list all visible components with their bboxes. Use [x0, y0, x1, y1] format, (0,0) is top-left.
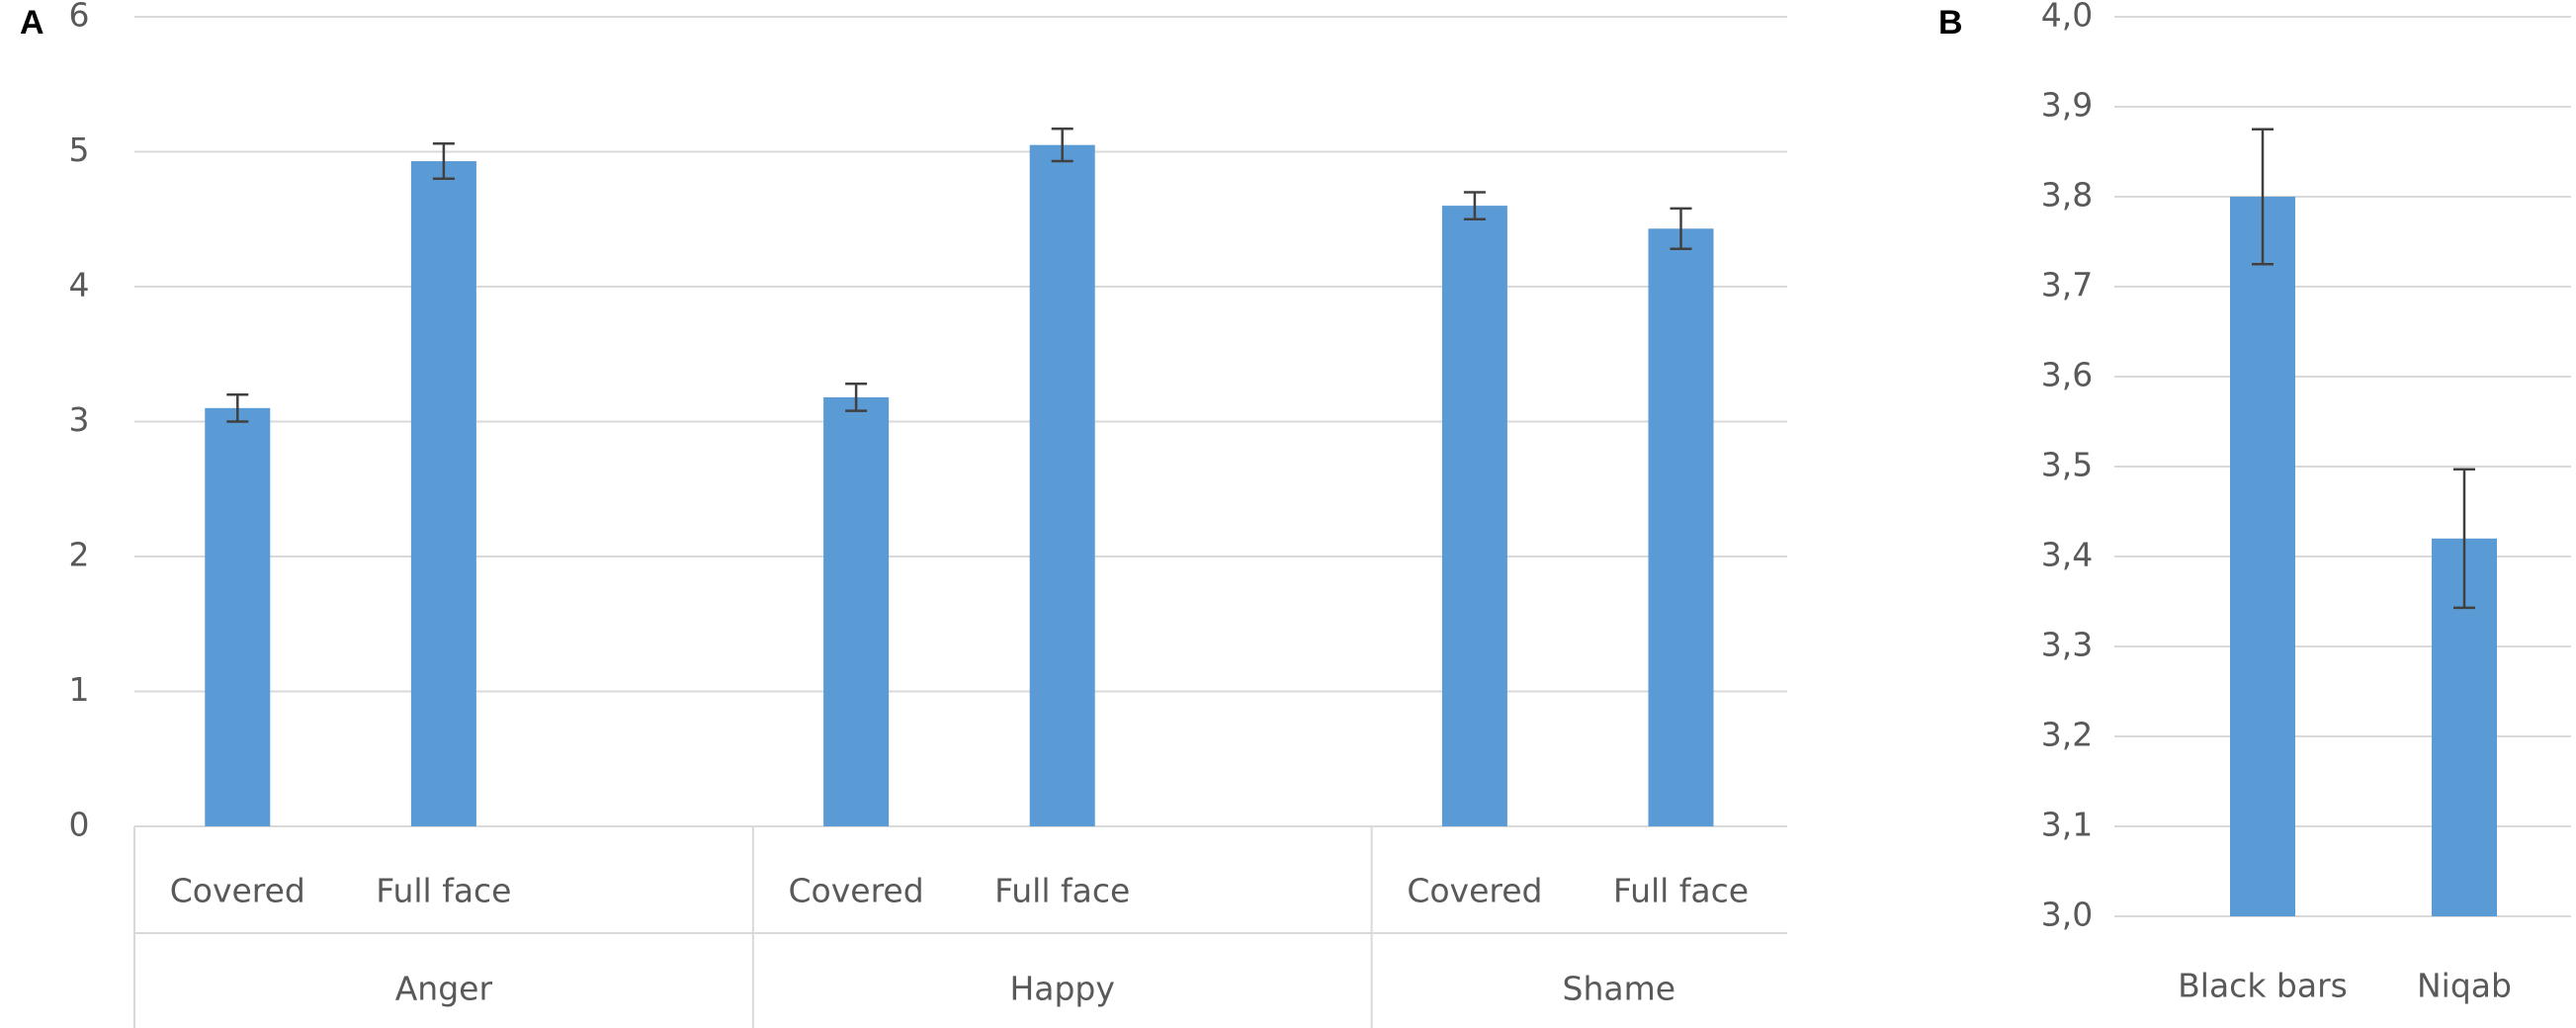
x-tick-label: Full face [376, 872, 511, 910]
y-tick-label: 0 [69, 806, 90, 844]
x-tick-label: Black bars [2178, 967, 2348, 1005]
y-tick-label: 3,3 [2041, 626, 2093, 664]
y-tick-label: 3,8 [2041, 176, 2093, 214]
bar [1029, 144, 1095, 827]
group-label: Happy [1009, 970, 1114, 1008]
y-tick-label: 5 [69, 130, 90, 169]
y-tick-label: 2 [69, 536, 90, 574]
y-tick-label: 3,2 [2041, 716, 2093, 754]
x-tick-label: Full face [994, 872, 1130, 910]
x-tick-label: Covered [789, 872, 924, 910]
panel-label: B [1938, 4, 1963, 42]
y-tick-label: 6 [69, 0, 90, 35]
bar [2230, 197, 2295, 916]
y-tick-label: 3,4 [2041, 536, 2093, 574]
y-tick-label: 3,9 [2041, 86, 2093, 125]
y-tick-label: 3,0 [2041, 896, 2093, 934]
y-tick-label: 3,7 [2041, 266, 2093, 304]
y-tick-label: 4 [69, 266, 90, 304]
panel-label: A [20, 4, 44, 42]
y-tick-label: 3,6 [2041, 356, 2093, 394]
bar [1648, 228, 1714, 826]
y-tick-label: 1 [69, 670, 90, 709]
bar [1441, 206, 1507, 827]
y-tick-label: 3 [69, 400, 90, 439]
x-tick-label: Covered [170, 872, 305, 910]
y-tick-label: 3,1 [2041, 806, 2093, 844]
x-tick-label: Niqab [2417, 967, 2512, 1005]
x-tick-label: Covered [1407, 872, 1542, 910]
bar [823, 396, 890, 826]
bar [205, 407, 271, 826]
x-tick-label: Full face [1613, 872, 1749, 910]
group-label: Shame [1563, 970, 1676, 1008]
y-tick-label: 3,5 [2041, 446, 2093, 484]
y-tick-label: 4,0 [2041, 0, 2093, 35]
bar [410, 161, 476, 826]
group-label: Anger [395, 970, 493, 1008]
